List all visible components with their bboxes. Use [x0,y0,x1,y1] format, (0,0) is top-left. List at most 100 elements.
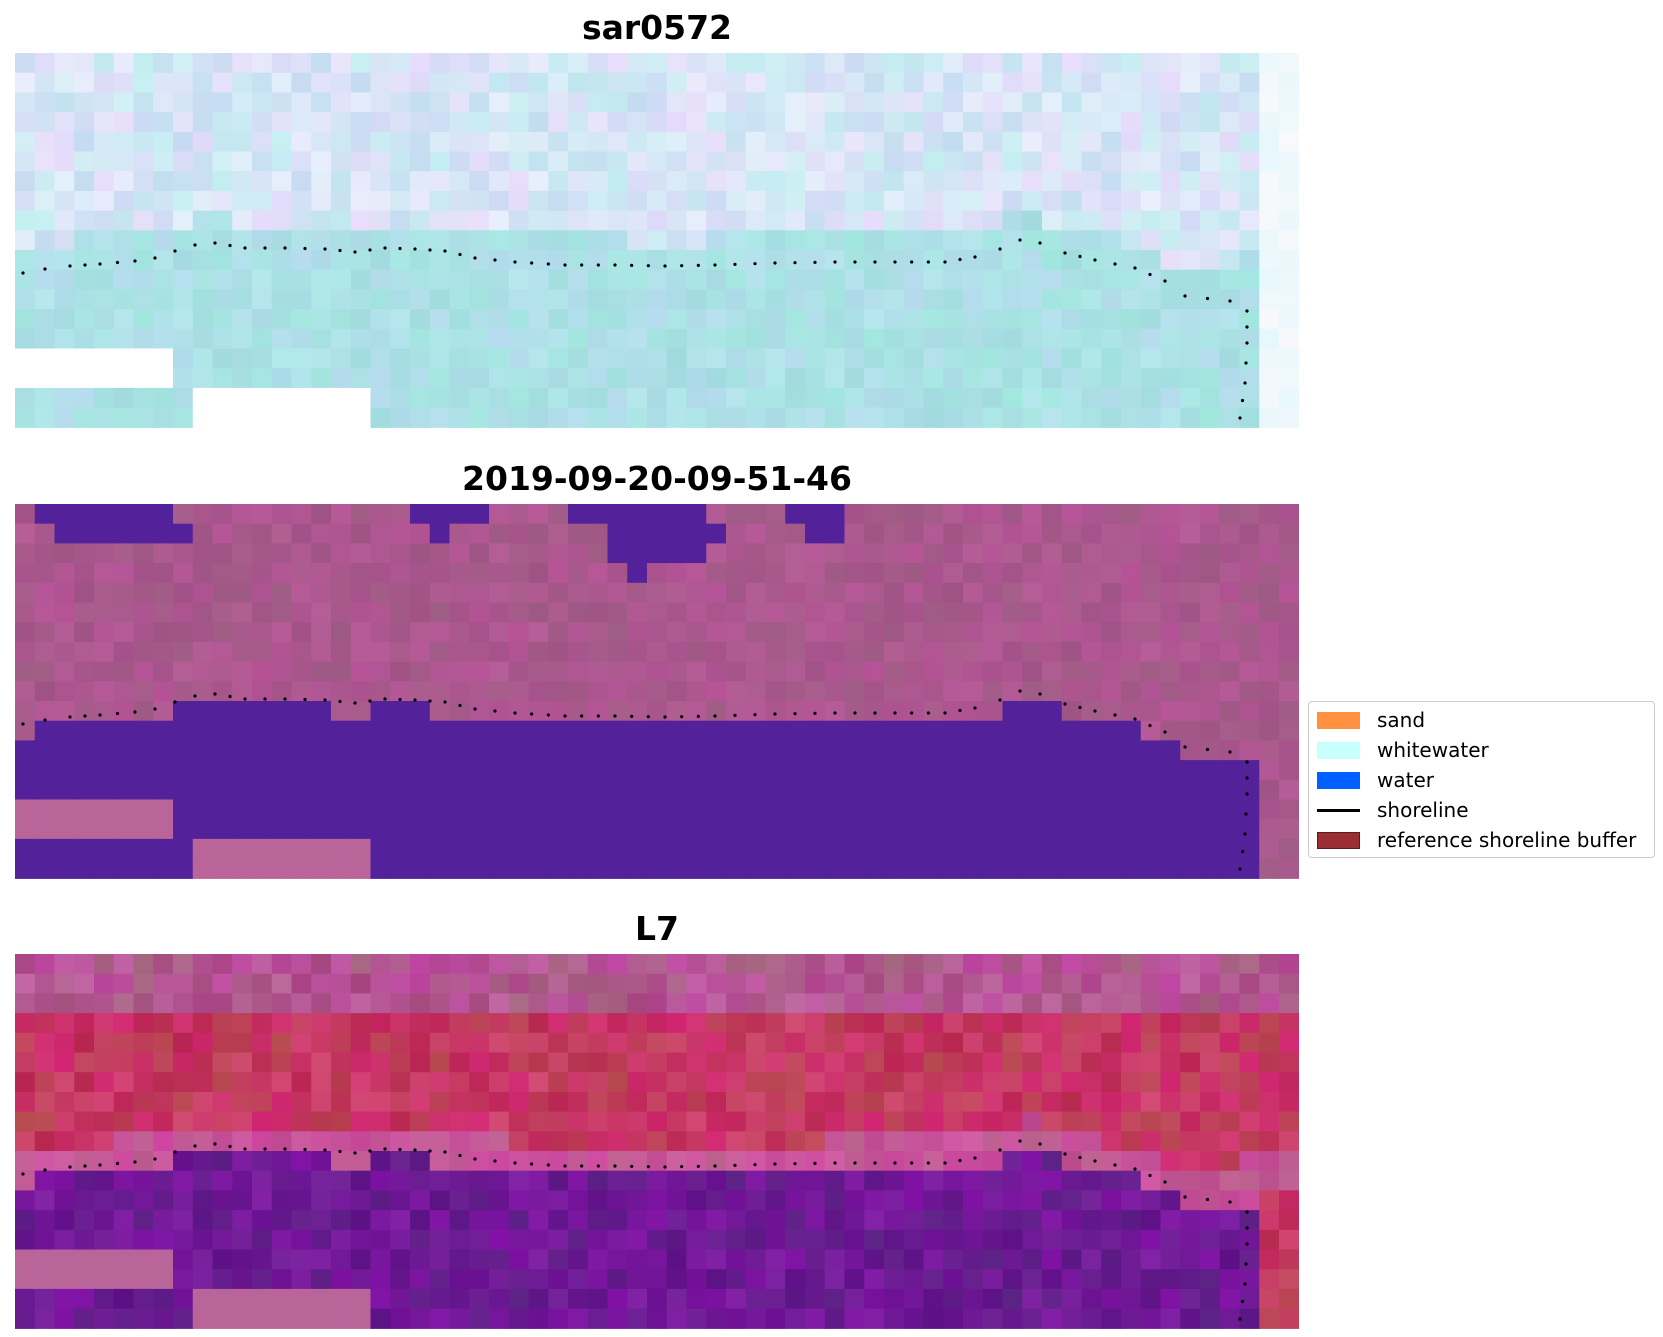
shoreline-point [21,271,25,275]
legend: sand whitewater water shoreline referenc… [1308,701,1655,858]
shoreline-point [926,711,930,715]
pixel-mosaic [15,954,1299,1329]
shoreline-point [263,246,267,250]
shoreline-point [596,714,600,718]
shoreline-point [546,1163,550,1167]
shoreline-point [646,715,650,719]
shoreline-point [833,1161,837,1165]
legend-label-reference-shoreline-buffer: reference shoreline buffer [1377,828,1637,852]
classified-image [15,504,1299,879]
shoreline-point [793,712,797,716]
shoreline-point [1205,1197,1210,1202]
shoreline-point [303,246,307,251]
shoreline-point [493,1159,497,1163]
shoreline-point [413,698,417,702]
shoreline-point [733,262,737,266]
shoreline-point [368,1149,372,1153]
shoreline-point [696,714,700,718]
shoreline-point [243,246,247,250]
shoreline-point [1228,750,1232,754]
whitewater-swatch [1317,741,1360,759]
shoreline-point [1063,1152,1067,1156]
shoreline-point [513,260,517,264]
shoreline-point [1133,266,1137,270]
shoreline-point [998,1148,1002,1152]
shoreline-point [530,1162,534,1166]
shoreline-point [1038,241,1042,245]
shoreline-point [263,1147,267,1151]
shoreline-point [1245,776,1249,780]
shoreline-point [323,247,327,251]
shoreline-point [1093,258,1097,262]
shoreline-point [733,1163,737,1167]
shoreline-point [1245,309,1249,313]
shoreline-point [398,246,402,251]
shoreline-point [243,697,247,701]
shoreline-point [323,1148,327,1152]
shoreline-point [910,260,914,264]
shoreline-point [1093,1159,1097,1163]
shoreline-point [1244,1262,1248,1266]
l7-image-panel [15,954,1299,1329]
shoreline-point [458,703,462,708]
shoreline-point [68,1165,72,1169]
shoreline-point [303,697,307,702]
shoreline-point [958,257,962,262]
shoreline-point [773,261,777,265]
shoreline-point [413,1148,417,1152]
shoreline-point [713,1164,717,1168]
shoreline-point [893,711,897,715]
shoreline-point [910,1161,914,1165]
shoreline-point [1133,1167,1137,1171]
panel-title-l7: L7 [635,909,679,948]
shoreline-point [998,247,1002,251]
pixel-mosaic [15,53,1299,428]
shoreline-point [630,714,634,718]
shoreline-point [1205,296,1210,301]
shoreline-point [1245,325,1249,329]
shoreline-point [1063,702,1067,706]
shoreline-point [263,697,267,701]
shoreline-point [873,260,877,264]
shoreline-point [753,1163,757,1167]
panel-title-classified: 2019-09-20-09-51-46 [462,459,852,498]
shoreline-point [1228,1200,1232,1204]
legend-label-sand: sand [1377,708,1426,732]
shoreline-point [873,1161,877,1165]
shoreline-point [1240,849,1245,854]
l7-falsecolor-image [15,954,1299,1329]
shoreline-point [133,710,137,714]
shoreline-point [338,699,342,704]
shoreline-point [1245,1210,1249,1214]
shoreline-point [1148,272,1152,277]
legend-item-reference-shoreline-buffer: reference shoreline buffer [1317,827,1636,853]
shoreline-point [563,263,567,267]
panel-title-sar: sar0572 [581,8,733,47]
shoreline-point [1093,709,1097,713]
shoreline-point [1205,747,1210,752]
shoreline-point [1183,745,1187,749]
shoreline-point [1245,792,1249,796]
shoreline-point [580,263,584,267]
shoreline-point [493,258,497,262]
shoreline-point [833,711,837,715]
shoreline-point [323,698,327,702]
shoreline-point [563,1164,567,1168]
shoreline-point [546,262,550,266]
shoreline-point [713,714,717,718]
shoreline-point [283,1147,287,1151]
shoreline-point [926,260,930,264]
legend-label-water: water [1377,768,1434,792]
shoreline-point [1238,1317,1242,1321]
shoreline-point [1133,717,1137,721]
shoreline-point [83,263,87,267]
shoreline-point [793,261,797,265]
shoreline-point [1240,398,1245,403]
shoreline-point [1038,1142,1042,1146]
shoreline-point [1243,832,1247,836]
shoreline-point [338,1149,342,1154]
shoreline-point [368,248,372,252]
legend-label-whitewater: whitewater [1377,738,1489,762]
shoreline-point [383,246,387,250]
shoreline-point [193,694,197,698]
